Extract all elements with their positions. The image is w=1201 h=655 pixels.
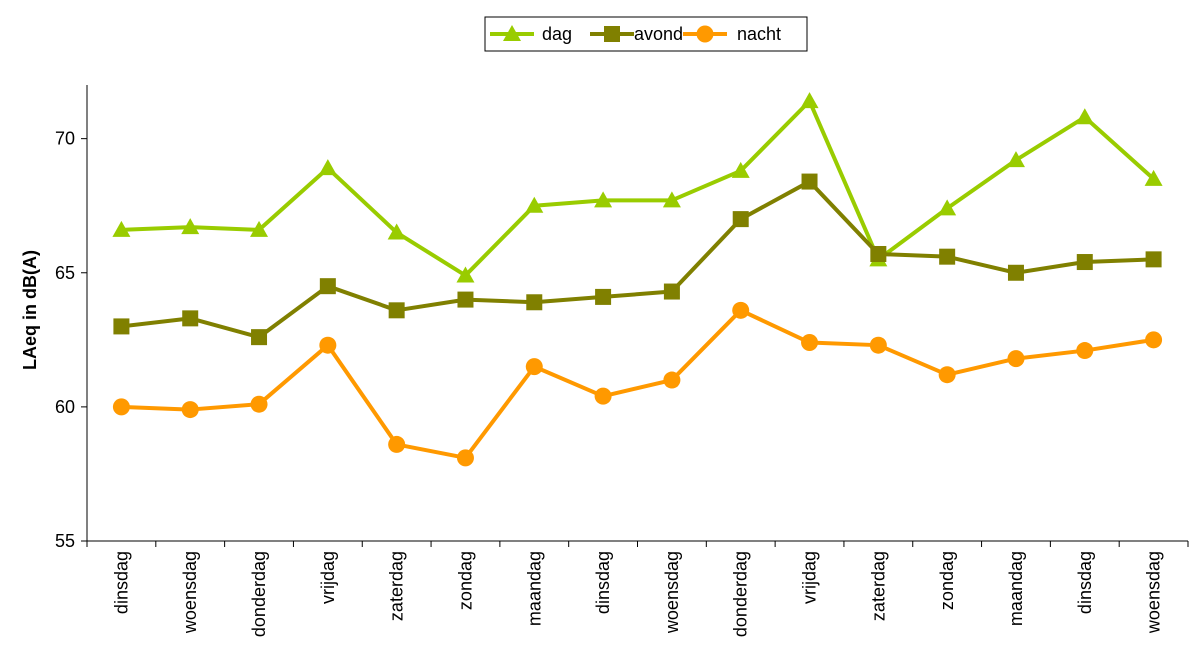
- x-tick-label: donderdag: [249, 551, 269, 637]
- series-dag: [112, 92, 1163, 283]
- data-point-dag: [594, 191, 613, 208]
- data-point-nacht: [801, 334, 819, 352]
- data-point-avond: [1145, 251, 1162, 268]
- legend-marker-avond: [604, 26, 620, 42]
- x-tick-label: maandag: [524, 551, 544, 626]
- data-point-dag: [800, 92, 819, 109]
- data-point-nacht: [663, 371, 681, 389]
- data-point-avond: [801, 173, 818, 190]
- y-tick-labels: 55 60 65 70: [55, 129, 75, 551]
- data-point-avond: [113, 318, 130, 335]
- x-tick-label: dinsdag: [593, 551, 613, 614]
- legend-label-avond: avond: [634, 24, 683, 44]
- data-point-dag: [1006, 151, 1025, 168]
- x-tick-label: dinsdag: [111, 551, 131, 614]
- legend-label-nacht: nacht: [737, 24, 781, 44]
- data-point-dag: [112, 220, 131, 237]
- data-point-nacht: [594, 387, 612, 405]
- data-point-nacht: [1007, 350, 1025, 368]
- data-point-dag: [525, 196, 544, 213]
- data-point-avond: [388, 302, 405, 319]
- x-tick-label: zaterdag: [868, 551, 888, 621]
- legend-marker-nacht: [696, 25, 714, 43]
- legend-label-dag: dag: [542, 24, 572, 44]
- x-tick-label: woensdag: [662, 551, 682, 634]
- data-point-avond: [526, 294, 543, 311]
- data-point-avond: [732, 211, 749, 228]
- series-group: [112, 92, 1163, 467]
- data-point-dag: [662, 191, 681, 208]
- data-point-dag: [1075, 108, 1094, 125]
- legend-marker-dag: [503, 25, 521, 41]
- x-tick-label: dinsdag: [1075, 551, 1095, 614]
- legend: dag avond nacht: [484, 16, 808, 52]
- series-line-dag: [121, 99, 1155, 278]
- data-point-avond: [182, 310, 199, 327]
- series-nacht: [112, 301, 1163, 467]
- data-point-nacht: [938, 366, 956, 384]
- data-point-avond: [1007, 264, 1024, 281]
- data-point-nacht: [1145, 331, 1163, 349]
- data-point-dag: [938, 199, 957, 216]
- x-tick-label: woensdag: [180, 551, 200, 634]
- data-point-avond: [595, 288, 612, 305]
- y-tick-label: 65: [55, 263, 75, 283]
- axes: [81, 85, 1189, 547]
- data-point-nacht: [112, 398, 130, 416]
- data-point-dag: [318, 159, 337, 176]
- data-point-nacht: [456, 449, 474, 467]
- y-tick-label: 60: [55, 397, 75, 417]
- data-point-nacht: [250, 395, 268, 413]
- data-point-avond: [1076, 254, 1093, 271]
- data-point-nacht: [388, 435, 406, 453]
- data-point-avond: [939, 248, 956, 265]
- x-tick-label: vrijdag: [318, 551, 338, 604]
- data-point-nacht: [1076, 342, 1094, 360]
- data-point-dag: [250, 220, 269, 237]
- x-tick-label: maandag: [1006, 551, 1026, 626]
- x-tick-label: zondag: [455, 551, 475, 610]
- series-avond: [113, 173, 1162, 346]
- x-tick-label: donderdag: [731, 551, 751, 637]
- series-line-nacht: [121, 308, 1154, 460]
- legend-box: [484, 16, 808, 52]
- x-tick-label: woensdag: [1144, 551, 1164, 634]
- y-axis-title: LAeq in dB(A): [20, 250, 40, 370]
- x-tick-label: vrijdag: [800, 551, 820, 604]
- x-tick-labels: dinsdag woensdag donderdag vrijdag zaterdag z…: [111, 551, 1163, 637]
- data-point-avond: [251, 329, 268, 346]
- data-point-nacht: [525, 358, 543, 376]
- data-point-avond: [319, 278, 336, 295]
- x-tick-label: zondag: [937, 551, 957, 610]
- x-tick-label: zaterdag: [387, 551, 407, 621]
- data-point-avond: [870, 245, 887, 262]
- data-point-dag: [181, 218, 200, 235]
- data-point-nacht: [181, 401, 199, 419]
- data-point-nacht: [319, 336, 337, 354]
- data-point-nacht: [732, 301, 750, 319]
- data-point-dag: [1144, 169, 1163, 186]
- data-point-nacht: [869, 336, 887, 354]
- data-point-avond: [457, 291, 474, 308]
- data-point-dag: [387, 223, 406, 240]
- series-line-avond: [121, 179, 1154, 340]
- y-tick-label: 55: [55, 531, 75, 551]
- y-tick-label: 70: [55, 129, 75, 149]
- data-point-dag: [456, 266, 475, 283]
- data-point-dag: [731, 161, 750, 178]
- data-point-avond: [663, 283, 680, 300]
